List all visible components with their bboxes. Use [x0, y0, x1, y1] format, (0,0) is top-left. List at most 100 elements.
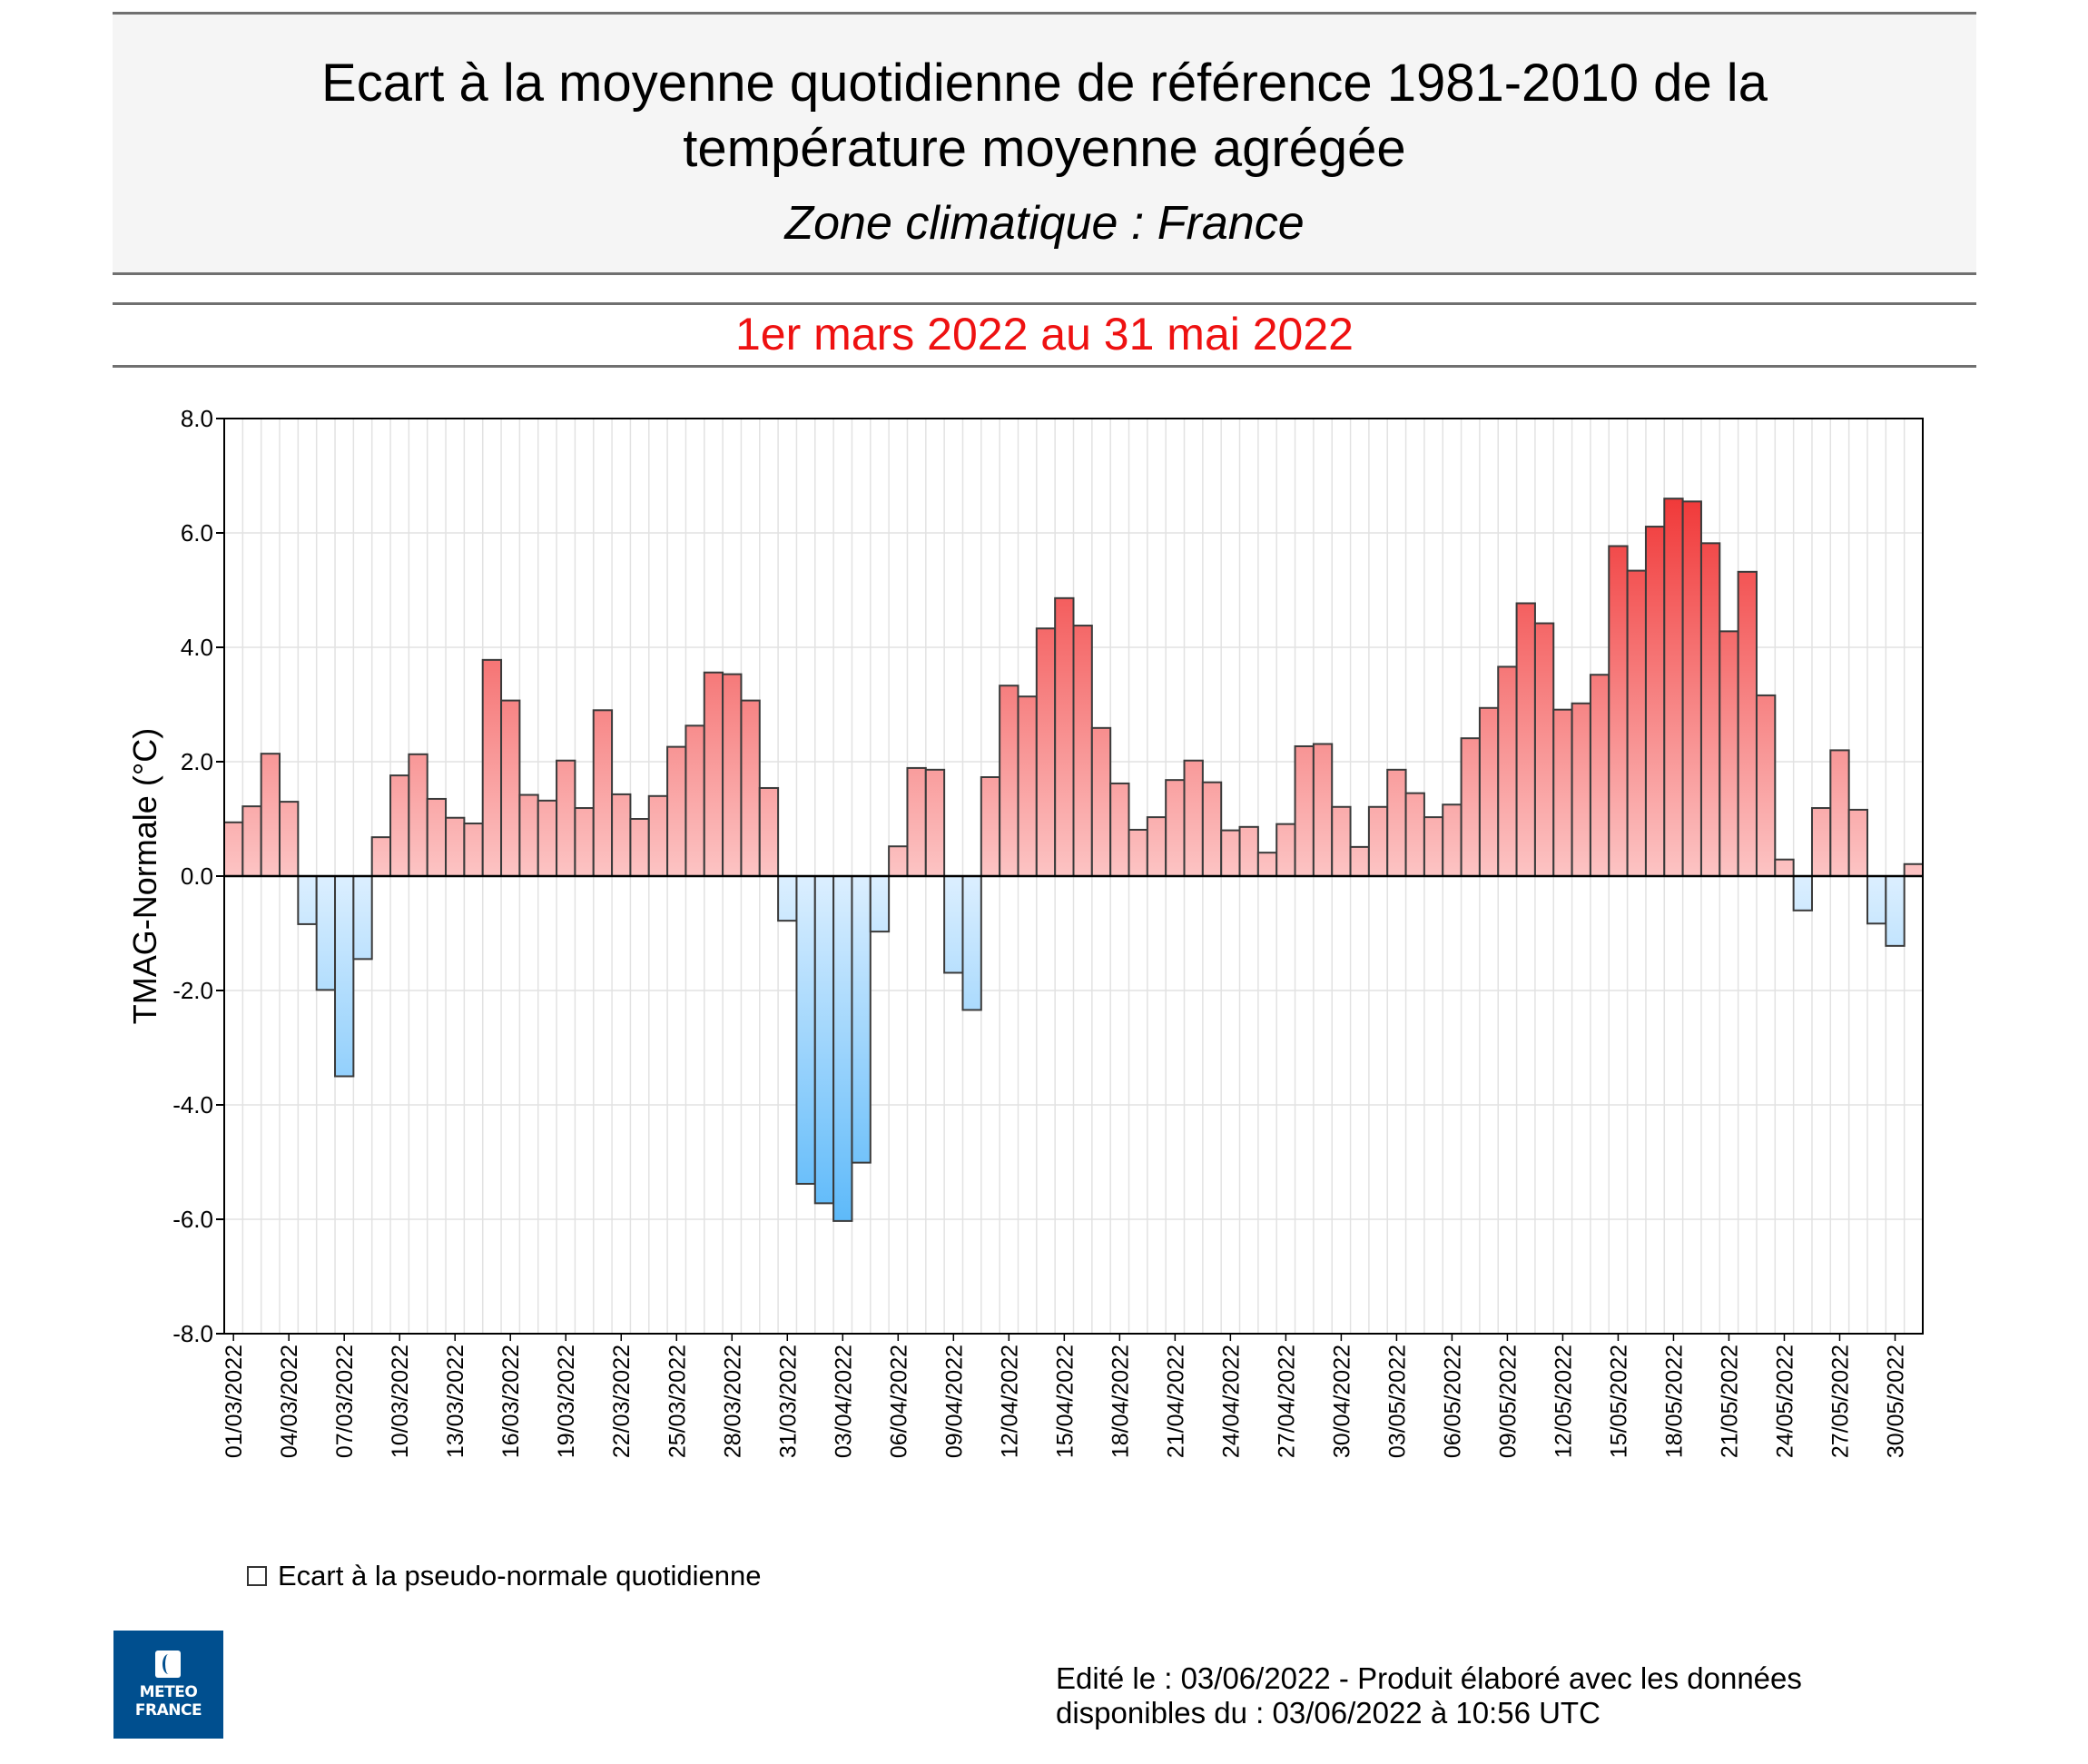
bar-18-05-2022: [1663, 498, 1684, 877]
axes: [216, 418, 1924, 1341]
bar-17-03-2022: [518, 793, 539, 877]
bar-08-03-2022: [352, 875, 373, 961]
x-tick-label: 19/03/2022: [554, 1345, 579, 1458]
bar-31-05-2022: [1903, 862, 1925, 878]
bar-14-05-2022: [1589, 674, 1610, 877]
title-line-1: Ecart à la moyenne quotidienne de référe…: [321, 54, 1768, 113]
bar-22-04-2022: [1183, 759, 1204, 877]
x-tick-label: 15/05/2022: [1606, 1345, 1631, 1458]
x-tick-label: 09/04/2022: [941, 1345, 967, 1458]
bar-24-04-2022: [1220, 829, 1241, 877]
bar-10-05-2022: [1515, 602, 1536, 877]
bar-06-04-2022: [888, 845, 909, 877]
logo-line-2: FRANCE: [134, 1701, 202, 1720]
bars: [223, 498, 1925, 1222]
bar-01-04-2022: [795, 875, 816, 1185]
bar-05-03-2022: [297, 875, 318, 925]
bar-27-04-2022: [1275, 823, 1296, 877]
bar-26-04-2022: [1256, 852, 1278, 877]
bar-04-03-2022: [279, 801, 300, 877]
bar-10-04-2022: [961, 875, 982, 1011]
x-tick-label: 18/05/2022: [1661, 1345, 1687, 1458]
x-tick-label: 12/05/2022: [1551, 1345, 1576, 1458]
bar-01-03-2022: [223, 821, 244, 878]
x-tick-label: 28/03/2022: [720, 1345, 745, 1458]
y-tick-label: -2.0: [172, 977, 213, 1004]
bar-21-03-2022: [592, 709, 614, 877]
bar-09-05-2022: [1497, 665, 1518, 877]
x-tick-label: 16/03/2022: [498, 1345, 524, 1458]
bar-20-04-2022: [1146, 816, 1167, 877]
bar-25-04-2022: [1238, 825, 1259, 878]
bar-15-03-2022: [481, 658, 503, 877]
y-tick-labels: 8.0 6.0 4.0 2.0 0.0 -2.0 -4.0 -6.0 -8.0: [172, 405, 213, 1347]
bar-28-03-2022: [722, 673, 743, 877]
y-tick-label: 0.0: [181, 862, 213, 890]
bar-10-03-2022: [389, 774, 410, 877]
bar-27-05-2022: [1829, 749, 1850, 878]
x-tick-label: 06/04/2022: [886, 1345, 911, 1458]
bar-27-03-2022: [703, 671, 724, 877]
x-tick-label: 12/04/2022: [997, 1345, 1022, 1458]
bar-31-03-2022: [777, 875, 798, 922]
bar-03-05-2022: [1386, 768, 1407, 878]
x-tick-label: 15/04/2022: [1052, 1345, 1078, 1458]
y-tick-label: -8.0: [172, 1320, 213, 1347]
bar-03-03-2022: [260, 753, 281, 877]
chart-title: Ecart à la moyenne quotidienne de référe…: [113, 51, 1976, 182]
bar-05-05-2022: [1423, 816, 1444, 877]
bar-25-03-2022: [666, 745, 687, 877]
chart-subtitle: Zone climatique : France: [784, 197, 1305, 250]
y-tick-label: -4.0: [172, 1091, 213, 1119]
footer-note: Edité le : 03/06/2022 - Produit élaboré …: [1056, 1661, 1802, 1730]
x-tick-label: 27/04/2022: [1274, 1345, 1299, 1458]
x-tick-label: 13/03/2022: [443, 1345, 468, 1458]
period-label: 1er mars 2022 au 31 mai 2022: [735, 309, 1354, 360]
logo-mark-icon: [155, 1651, 181, 1678]
bar-06-03-2022: [315, 875, 337, 991]
bar-25-05-2022: [1792, 875, 1813, 912]
footer-line-2: disponibles du : 03/06/2022 à 10:56 UTC: [1056, 1696, 1600, 1730]
x-tick-label: 10/03/2022: [388, 1345, 413, 1458]
bar-02-04-2022: [813, 875, 835, 1205]
bar-13-04-2022: [1017, 695, 1038, 877]
bar-29-04-2022: [1312, 743, 1334, 877]
bar-08-05-2022: [1478, 706, 1500, 878]
x-tick-label: 18/04/2022: [1108, 1345, 1133, 1458]
legend-swatch[interactable]: [247, 1566, 267, 1586]
bar-18-03-2022: [537, 799, 558, 878]
bar-13-03-2022: [445, 816, 466, 877]
bar-17-04-2022: [1090, 726, 1112, 878]
bar-20-05-2022: [1699, 542, 1721, 878]
x-tick-label: 21/05/2022: [1717, 1345, 1742, 1458]
bar-30-05-2022: [1885, 875, 1906, 947]
bar-19-05-2022: [1681, 500, 1702, 877]
logo-text: METEO FRANCE: [113, 1683, 223, 1720]
bar-07-03-2022: [334, 875, 355, 1078]
bar-19-04-2022: [1128, 828, 1148, 877]
bar-30-04-2022: [1331, 805, 1352, 878]
bar-21-04-2022: [1165, 779, 1186, 877]
bar-04-05-2022: [1404, 792, 1425, 878]
y-axis-label: TMAG-Normale (°C): [126, 728, 163, 1024]
bar-08-04-2022: [924, 768, 946, 878]
bar-30-03-2022: [758, 786, 780, 877]
bar-14-03-2022: [463, 823, 484, 877]
bar-11-04-2022: [980, 776, 1001, 878]
bar-12-04-2022: [999, 685, 1019, 878]
bar-24-05-2022: [1774, 858, 1795, 877]
bar-12-05-2022: [1552, 708, 1573, 877]
bar-11-03-2022: [408, 753, 428, 877]
bar-11-05-2022: [1533, 622, 1555, 877]
bar-22-03-2022: [611, 793, 632, 877]
bar-16-04-2022: [1072, 625, 1093, 877]
legend-label: Ecart à la pseudo-normale quotidienne: [278, 1560, 762, 1592]
header-box: Ecart à la moyenne quotidienne de référe…: [113, 12, 1976, 275]
y-tick-label: 6.0: [181, 519, 213, 547]
bar-22-05-2022: [1737, 570, 1758, 878]
bar-12-03-2022: [426, 797, 448, 878]
bar-19-03-2022: [556, 759, 576, 877]
legend: Ecart à la pseudo-normale quotidienne: [247, 1560, 762, 1592]
y-tick-label: 4.0: [181, 634, 213, 661]
bar-02-03-2022: [241, 805, 262, 878]
